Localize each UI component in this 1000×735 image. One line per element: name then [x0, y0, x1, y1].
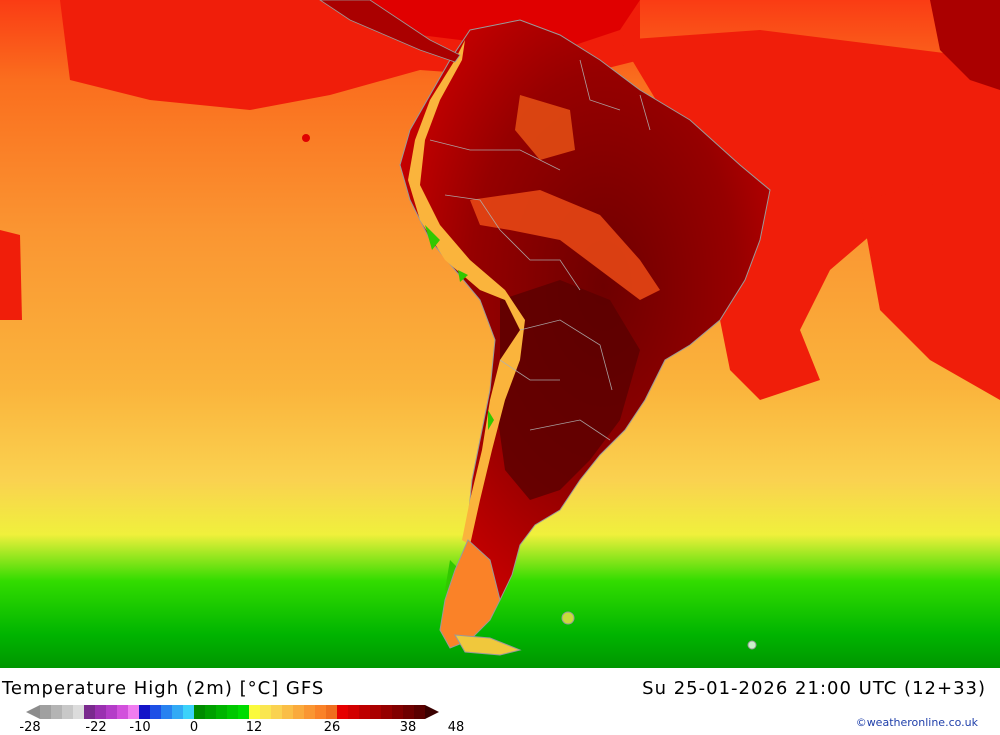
country-borders — [429, 59, 651, 441]
legend-tick-label: 48 — [447, 720, 465, 735]
pacific-west-warm — [0, 230, 22, 320]
legend-swatch — [370, 705, 381, 719]
legend-tick-label: -22 — [85, 720, 107, 735]
credit-link[interactable]: ©weatheronline.co.uk — [855, 716, 978, 729]
legend-tick-label: 26 — [323, 720, 341, 735]
legend-swatch — [348, 705, 359, 719]
legend-swatch — [304, 705, 315, 719]
legend-swatch — [326, 705, 337, 719]
legend-tick-label: 38 — [399, 720, 417, 735]
legend-swatch — [238, 705, 249, 719]
legend-swatch — [293, 705, 304, 719]
legend-bar — [26, 705, 439, 719]
central-america — [319, 0, 461, 63]
map-title: Temperature High (2m) [°C] GFS — [2, 678, 325, 699]
legend-swatch — [51, 705, 62, 719]
legend-swatch — [161, 705, 172, 719]
legend-swatch — [73, 705, 84, 719]
legend-swatch — [337, 705, 348, 719]
temperature-map — [0, 0, 1000, 668]
guiana-cooler-patch — [515, 95, 575, 160]
south-georgia — [747, 640, 757, 650]
legend-swatch — [150, 705, 161, 719]
legend-arrow-low — [26, 705, 40, 719]
legend-swatch — [139, 705, 150, 719]
legend-swatch — [414, 705, 425, 719]
legend-swatch — [95, 705, 106, 719]
footer — [0, 668, 1000, 733]
legend-swatch — [183, 705, 194, 719]
legend-tick-label: -28 — [19, 720, 41, 735]
legend-swatch — [117, 705, 128, 719]
amazon-cooler-band — [470, 190, 660, 300]
galapagos-islands — [302, 134, 310, 142]
legend-swatch — [40, 705, 51, 719]
legend-tick-label: 12 — [245, 720, 263, 735]
legend-swatch — [392, 705, 403, 719]
legend-swatch — [359, 705, 370, 719]
legend-swatch — [172, 705, 183, 719]
legend-swatch — [271, 705, 282, 719]
legend-swatch — [62, 705, 73, 719]
map-datetime: Su 25-01-2026 21:00 UTC (12+33) — [642, 678, 986, 699]
legend-arrow-high — [425, 705, 439, 719]
tierra-del-fuego — [454, 634, 522, 656]
legend-swatch — [249, 705, 260, 719]
legend-tick-label: 0 — [189, 720, 199, 735]
legend-swatch — [128, 705, 139, 719]
legend-swatch — [260, 705, 271, 719]
legend-swatch — [106, 705, 117, 719]
falkland-islands — [561, 611, 575, 625]
legend-swatch — [315, 705, 326, 719]
legend-swatch — [84, 705, 95, 719]
andes-cool-strip — [408, 40, 525, 545]
color-legend: -28 -22 -10 0 12 26 38 48 — [19, 705, 466, 735]
atlantic-east-warm — [860, 170, 1000, 400]
legend-swatch — [205, 705, 216, 719]
legend-swatch — [282, 705, 293, 719]
legend-swatch — [381, 705, 392, 719]
atlantic-warm-zone — [620, 30, 1000, 400]
legend-tick-label: -10 — [129, 720, 151, 735]
legend-swatch — [227, 705, 238, 719]
legend-swatch — [194, 705, 205, 719]
legend-swatch — [403, 705, 414, 719]
heat-core — [498, 280, 640, 500]
legend-swatch — [216, 705, 227, 719]
africa-corner — [930, 0, 1000, 90]
